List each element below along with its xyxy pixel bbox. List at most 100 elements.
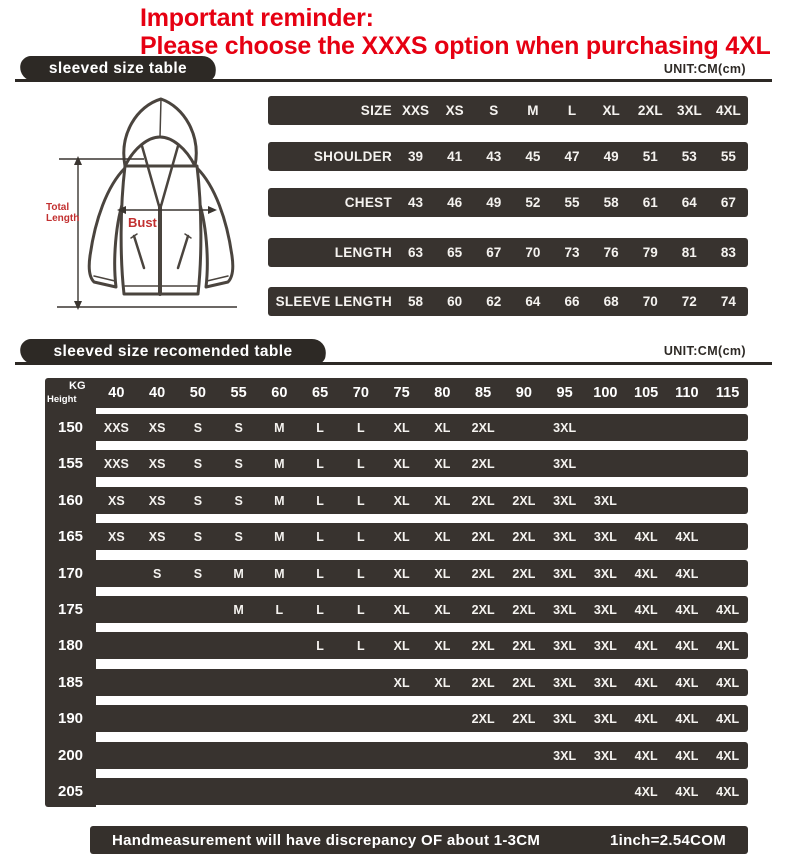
recommended-size-cell: L — [357, 493, 365, 508]
recommend-table-row-values: L L XL XL 2XL 2XL 3XL 3XL 4XL 4XL 4XL — [96, 632, 748, 659]
recommended-size-cell: 2XL — [471, 602, 495, 617]
recommended-size-cell: XL — [434, 493, 451, 508]
height-label: 200 — [57, 747, 84, 764]
recommend-table-row-values: XS XS S S M L L XL XL 2XL 2XL 3XL 3XL 4XL 4XL — [96, 523, 748, 550]
size-table-row-label: SHOULDER — [313, 149, 392, 164]
recommended-size-cell: M — [274, 529, 285, 544]
size-cell: 47 — [564, 149, 580, 164]
size-cell: 64 — [681, 195, 697, 210]
recommended-size-cell: 4XL — [634, 638, 658, 653]
size-table-row-values: 43 46 49 52 55 58 61 64 67 — [396, 195, 748, 210]
height-label: 180 — [57, 637, 84, 654]
recommended-size-cell: 3XL — [593, 748, 617, 763]
weight-header-cell: 80 — [434, 385, 451, 401]
recommended-size-cell: 3XL — [593, 566, 617, 581]
bust-label: Bust — [128, 215, 158, 230]
recommended-size-cell: 4XL — [675, 566, 699, 581]
recommended-size-cell: XL — [393, 602, 410, 617]
recommended-size-cell: 3XL — [553, 420, 577, 435]
recommended-size-cell: XL — [393, 420, 410, 435]
recommended-size-cell: 4XL — [675, 711, 699, 726]
size-cell: 61 — [642, 195, 658, 210]
weight-header-cell: 70 — [352, 385, 369, 401]
recommended-size-cell: XL — [434, 420, 451, 435]
recommend-table-weight-header: 40 40 50 55 60 65 70 75 80 85 90 95 100 105 110 115 — [96, 378, 748, 408]
recommended-size-cell: L — [275, 602, 284, 617]
recommended-size-cell: 4XL — [716, 711, 740, 726]
section1-rule — [15, 79, 772, 82]
recommended-size-cell: 2XL — [471, 529, 495, 544]
total-length-arrow — [57, 156, 237, 310]
size-table-row: SHOULDER 39 41 43 45 47 49 51 53 55 — [268, 142, 748, 171]
size-table-row-label: SLEEVE LENGTH — [275, 294, 392, 309]
size-table-row-label: SIZE — [360, 103, 392, 118]
recommended-size-cell: XS — [148, 493, 166, 508]
recommended-size-cell: 2XL — [512, 675, 536, 690]
weight-header-cell: 105 — [634, 385, 659, 401]
hoodie-diagram-svg: Total Length Bust — [46, 97, 237, 310]
size-cell: 49 — [603, 149, 619, 164]
size-cell: XL — [602, 103, 620, 118]
recommended-size-cell: XL — [434, 456, 451, 471]
size-cell: 58 — [603, 195, 619, 210]
size-cell: 51 — [642, 149, 658, 164]
recommended-size-cell: 2XL — [471, 638, 495, 653]
recommended-size-cell: L — [357, 638, 365, 653]
total-length-label-line1: Total — [46, 202, 69, 213]
recommended-size-cell: L — [316, 420, 324, 435]
recommended-size-cell: XL — [393, 493, 410, 508]
recommended-size-cell: 2XL — [471, 493, 495, 508]
recommended-size-cell: L — [316, 566, 324, 581]
recommend-table-row-values: XXS XS S S M L L XL XL 2XL 3XL — [96, 450, 748, 477]
recommended-size-cell: 2XL — [512, 638, 536, 653]
weight-header-cell: 90 — [515, 385, 532, 401]
reminder-line-1: Important reminder: — [140, 4, 374, 32]
height-label: 205 — [57, 783, 84, 800]
recommended-size-cell: XL — [393, 638, 410, 653]
recommended-size-cell: 3XL — [593, 638, 617, 653]
reminder-text: Important reminder: Please choose the XX… — [140, 4, 771, 60]
recommended-size-cell: S — [234, 529, 243, 544]
size-table-row: SLEEVE LENGTH 58 60 62 64 66 68 70 72 74 — [268, 287, 748, 316]
recommended-size-cell: L — [357, 420, 365, 435]
recommended-size-cell: 4XL — [634, 748, 658, 763]
recommended-size-cell: 4XL — [675, 675, 699, 690]
height-label: 190 — [57, 710, 84, 727]
size-table-row: LENGTH 63 65 67 70 73 76 79 81 83 — [268, 238, 748, 267]
recommended-size-cell: 3XL — [553, 566, 577, 581]
size-table-row: SIZE XXS XS S M L XL 2XL 3XL 4XL — [268, 96, 748, 125]
size-cell: 64 — [525, 294, 541, 309]
section1-unit-label: UNIT:CM(cm) — [663, 62, 746, 76]
recommended-size-cell: XS — [108, 493, 125, 508]
size-cell: 39 — [408, 149, 424, 164]
recommended-size-cell: 3XL — [593, 529, 617, 544]
size-table-row-values: 39 41 43 45 47 49 51 53 55 — [396, 149, 748, 164]
size-cell: 55 — [564, 195, 580, 210]
size-cell: 76 — [603, 245, 619, 260]
size-cell: 70 — [642, 294, 658, 309]
size-cell: 49 — [486, 195, 502, 210]
recommended-size-cell: M — [274, 420, 285, 435]
recommend-table-row: 180 L L XL XL 2XL 2XL 3XL 3XL 4XL 4XL 4XL — [45, 632, 748, 659]
size-table-row-values: 63 65 67 70 73 76 79 81 83 — [396, 245, 748, 260]
recommended-size-cell: S — [193, 456, 203, 471]
footer-note-right: 1inch=2.54COM — [609, 831, 726, 849]
recommended-size-cell: 3XL — [553, 456, 577, 471]
recommended-size-cell: XL — [434, 602, 451, 617]
recommended-size-cell: 2XL — [471, 711, 495, 726]
recommend-table-row-values: 2XL 2XL 3XL 3XL 4XL 4XL 4XL — [96, 705, 748, 732]
weight-header-cell: 60 — [271, 385, 288, 401]
recommend-table-row: 175 M L L L XL XL 2XL 2XL 3XL 3XL 4XL 4XL 4XL — [45, 596, 748, 623]
section2-unit-label: UNIT:CM(cm) — [663, 344, 746, 358]
size-cell: 83 — [720, 245, 736, 260]
weight-header-cell: 75 — [393, 385, 410, 401]
recommended-size-cell: 4XL — [716, 602, 740, 617]
recommended-size-cell: XL — [393, 529, 410, 544]
weight-header-cell: 100 — [593, 385, 618, 401]
section2-rule — [15, 362, 772, 365]
recommend-table-row-values: M L L L XL XL 2XL 2XL 3XL 3XL 4XL 4XL 4XL — [96, 596, 748, 623]
height-label: 185 — [57, 674, 84, 691]
size-cell: 65 — [447, 245, 463, 260]
size-cell: 41 — [447, 149, 463, 164]
